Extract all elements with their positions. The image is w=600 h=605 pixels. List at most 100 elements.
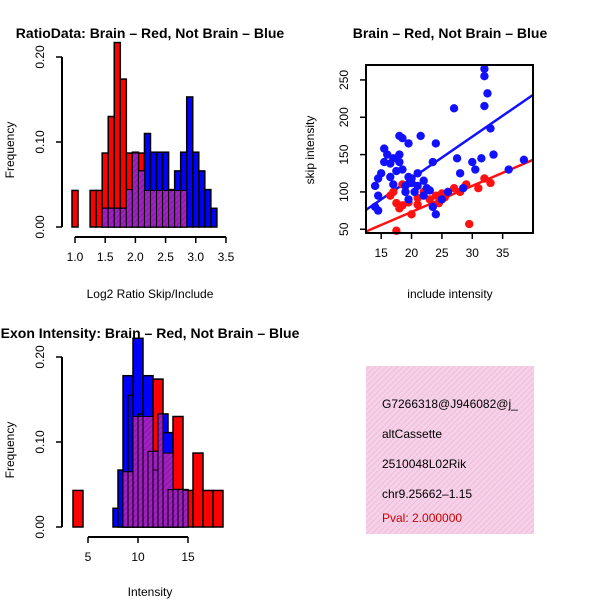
- intensity-bar-brain: [212, 489, 224, 528]
- scatter-point-not-brain: [489, 150, 498, 159]
- ratio-x-label: Log2 Ratio Skip/Include: [87, 287, 214, 301]
- scatter-point-not-brain: [504, 165, 513, 174]
- ratio-bar-brain: [95, 189, 103, 228]
- ratio-bar-overlap: [119, 207, 127, 228]
- scatter-point-not-brain: [413, 181, 422, 191]
- ratio-bar-brain: [113, 41, 122, 228]
- ratio-bar-overlap: [131, 152, 139, 228]
- info-pval: Pval: 2.000000: [382, 511, 462, 525]
- scatter-point-brain: [407, 210, 416, 219]
- intensity-bar-brain: [72, 489, 84, 528]
- scatter-point-not-brain: [419, 191, 428, 200]
- scatter-point-not-brain: [486, 124, 495, 133]
- ratio-bar-overlap: [137, 170, 145, 228]
- scatter-point-not-brain: [480, 64, 489, 73]
- ratio-x-axis: 1.0 1.5 2.0 2.5 3.0 3.5: [67, 236, 235, 264]
- scatter-point-brain: [474, 184, 483, 193]
- scatter-points: [370, 64, 529, 235]
- ratio-bar-brain: [89, 189, 97, 228]
- scatter-point-not-brain: [431, 210, 441, 219]
- info-panel: G7266318@J946082@j_ altCassette 2510048L…: [366, 366, 534, 534]
- scatter-point-not-brain: [449, 104, 459, 113]
- scatter-point-not-brain: [404, 195, 413, 204]
- intensity-x-axis: 5 10 15: [85, 536, 195, 564]
- intensity-title: Exon Intensity: Brain – Red, Not Brain –…: [1, 325, 300, 341]
- ratio-x-tick-label: 1.0: [67, 250, 84, 264]
- scatter-point-not-brain: [480, 72, 489, 81]
- scatter-y-tick-label: 200: [337, 107, 351, 127]
- scatter-point-not-brain: [389, 154, 398, 163]
- intensity-bar-brain: [192, 452, 204, 528]
- intensity-y-label: Frequency: [3, 422, 17, 479]
- scatter-point-not-brain: [471, 165, 480, 174]
- scatter-point-not-brain: [383, 150, 392, 159]
- ratio-bar-overlap: [101, 207, 109, 228]
- ratio-y-tick-label: 0.00: [33, 215, 47, 239]
- scatter-point-brain: [480, 174, 489, 183]
- intensity-y-axis: 0.00 0.10 0.20: [33, 345, 63, 539]
- scatter-point-brain: [413, 200, 422, 209]
- scatter-point-not-brain: [389, 180, 398, 189]
- scatter-point-not-brain: [455, 169, 465, 178]
- scatter-point-not-brain: [428, 202, 437, 212]
- ratio-y-tick-label: 0.20: [33, 45, 47, 69]
- scatter-point-not-brain: [419, 176, 428, 185]
- intensity-x-label: Intensity: [128, 585, 173, 599]
- scatter-point-not-brain: [395, 157, 404, 167]
- scatter-point-not-brain: [401, 187, 410, 197]
- ratio-bar-overlap: [180, 189, 188, 228]
- scatter-point-not-brain: [431, 139, 441, 148]
- ratio-x-tick-label: 3.0: [187, 250, 204, 264]
- ratio-bar-not-brain: [185, 96, 194, 228]
- info-line-gene: 2510048L02Rik: [382, 457, 467, 471]
- scatter-point-not-brain: [483, 89, 492, 98]
- ratio-bar-overlap: [156, 189, 164, 228]
- scatter-point-not-brain: [373, 206, 383, 215]
- ratio-x-tick-label: 3.5: [218, 250, 235, 264]
- scatter-point-not-brain: [477, 154, 486, 163]
- scatter-point-not-brain: [416, 131, 425, 141]
- ratio-histogram: RatioData: Brain – Red, Not Brain – Blue…: [3, 25, 284, 301]
- scatter-point-brain: [449, 184, 459, 193]
- scatter-point-brain: [465, 219, 474, 229]
- ratio-x-tick-label: 1.5: [97, 250, 114, 264]
- scatter-point-brain: [425, 195, 434, 204]
- scatter-y-tick-label: 50: [337, 222, 351, 236]
- scatter-point-not-brain: [413, 169, 422, 178]
- scatter-x-tick-label: 20: [405, 246, 419, 260]
- ratio-bar-not-brain: [204, 188, 212, 228]
- info-line-probe-id: G7266318@J946082@j_: [382, 397, 518, 411]
- intensity-bar-overlap: [167, 489, 174, 528]
- ratio-bar-overlap: [174, 189, 182, 228]
- ratio-bars: [71, 41, 218, 228]
- ratio-y-label: Frequency: [3, 122, 17, 179]
- ratio-bar-brain: [71, 189, 79, 228]
- intensity-x-tick-label: 10: [131, 550, 145, 564]
- intensity-y-tick-label: 0.00: [33, 515, 47, 539]
- ratio-bar-overlap: [149, 189, 158, 228]
- ratio-bar-not-brain: [198, 170, 206, 228]
- scatter-x-axis: 15 20 25 30 35: [375, 232, 510, 260]
- scatter-point-not-brain: [480, 101, 489, 111]
- ratio-bar-overlap: [168, 189, 176, 228]
- scatter-point-not-brain: [373, 191, 383, 200]
- ratio-bar-overlap: [143, 189, 151, 228]
- intensity-y-tick-label: 0.10: [33, 430, 47, 454]
- scatter-y-label: skip intensity: [303, 116, 317, 185]
- scatter-x-tick-label: 25: [435, 246, 449, 260]
- scatter-y-axis: 50 100 150 200 250: [337, 70, 367, 236]
- ratio-bar-brain: [119, 78, 128, 228]
- ratio-y-axis: 0.00 0.10 0.20: [33, 45, 63, 239]
- intensity-bar-overlap: [127, 471, 134, 528]
- ratio-bar-overlap: [113, 207, 121, 228]
- ratio-bar-not-brain: [210, 207, 218, 228]
- scatter-title: Brain – Red, Not Brain – Blue: [353, 25, 548, 41]
- ratio-bar-not-brain: [192, 151, 200, 228]
- ratio-bar-overlap: [107, 207, 115, 228]
- scatter-x-tick-label: 35: [496, 246, 510, 260]
- intensity-x-tick-label: 5: [85, 550, 92, 564]
- scatter-point-not-brain: [376, 169, 386, 178]
- info-panel-background: [366, 366, 534, 534]
- info-line-event-type: altCassette: [382, 427, 442, 441]
